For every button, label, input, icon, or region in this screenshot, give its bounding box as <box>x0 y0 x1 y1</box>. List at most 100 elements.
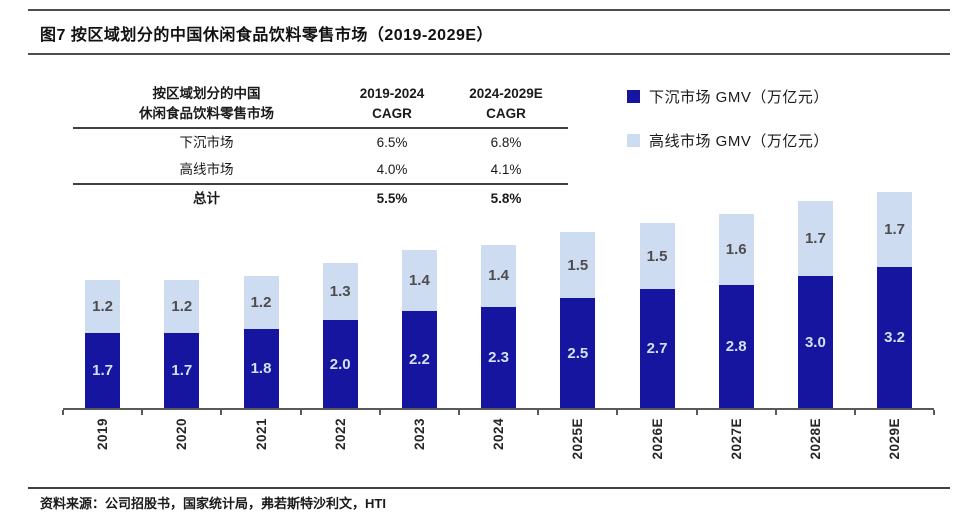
x-axis-label-text: 2024 <box>491 418 507 451</box>
x-axis-tick <box>616 410 619 415</box>
x-axis-label-text: 2027E <box>728 418 744 460</box>
bar-value-label: 1.6 <box>725 241 747 259</box>
legend-swatch-dark-blue <box>627 90 640 103</box>
bar-value-label: 1.5 <box>567 256 589 274</box>
bar-value-label: 1.2 <box>171 298 193 316</box>
row-label: 下沉市场 <box>179 135 234 151</box>
x-axis-tick <box>141 410 144 415</box>
x-axis-label-2023: 2023 <box>408 418 430 450</box>
bar-segment-sinking-2022: 2.0 <box>322 320 358 408</box>
title-divider-rule <box>28 53 950 55</box>
bar-value-label: 1.5 <box>646 247 668 265</box>
table-header-region: 按区域划分的中国 休闲食品饮料零售市场 <box>139 86 274 121</box>
x-axis-label-text: 2020 <box>174 418 190 451</box>
x-axis-label-text: 2025E <box>570 418 586 460</box>
x-axis-line <box>63 408 934 410</box>
bar-value-label: 3.0 <box>804 333 826 351</box>
x-axis-label-text: 2019 <box>95 418 111 451</box>
x-axis-tick <box>695 410 698 415</box>
table-row-total: 总计 5.5% 5.8% <box>73 185 568 213</box>
x-axis-label-2019: 2019 <box>92 418 114 450</box>
total-label: 总计 <box>193 191 220 207</box>
bar-segment-sinking-2024: 2.3 <box>481 306 517 408</box>
bar-segment-highline-2028E: 1.7 <box>797 201 833 276</box>
bar-value-label: 3.2 <box>884 329 906 347</box>
x-axis-tick <box>774 410 777 415</box>
legend-swatch-light-blue <box>627 134 640 147</box>
top-rule <box>28 9 950 11</box>
table-header-cagr-2019-2024: 2019-2024 CAGR <box>359 86 425 121</box>
x-axis-tick <box>62 410 64 415</box>
table-row-highline-market: 高线市场 4.0% 4.1% <box>73 157 568 186</box>
legend-item-highline-market: 高线市场 GMV（万亿元） <box>627 130 829 151</box>
bar-segment-sinking-2021: 1.8 <box>243 328 279 408</box>
bar-value-label: 2.3 <box>488 348 510 366</box>
bar-value-label: 1.7 <box>884 221 906 239</box>
bar-segment-sinking-2027E: 2.8 <box>718 284 754 408</box>
x-axis-label-2028E: 2028E <box>804 418 826 460</box>
source-note: 资料来源：公司招股书，国家统计局，弗若斯特沙利文，HTI <box>40 496 386 511</box>
bar-segment-highline-2023: 1.4 <box>401 249 437 312</box>
x-axis-label-2022: 2022 <box>329 418 351 450</box>
x-axis-label-2029E: 2029E <box>884 418 906 460</box>
bar-segment-sinking-2020: 1.7 <box>164 333 200 408</box>
x-axis-tick <box>299 410 302 415</box>
x-axis-label-text: 2023 <box>411 418 427 451</box>
chart-legend: 下沉市场 GMV（万亿元） 高线市场 GMV（万亿元） <box>627 86 829 174</box>
row-cagr2: 4.1% <box>490 162 522 178</box>
x-axis-label-2024: 2024 <box>488 418 510 450</box>
bar-value-label: 1.2 <box>92 298 114 316</box>
bar-segment-highline-2019: 1.2 <box>85 280 121 334</box>
total-cagr2: 5.8% <box>490 191 522 207</box>
x-axis-label-text: 2026E <box>649 418 665 460</box>
x-axis-tick <box>854 410 856 415</box>
table-header-cagr-2024-2029e: 2024-2029E CAGR <box>469 86 543 121</box>
bar-segment-sinking-2028E: 3.0 <box>797 276 833 408</box>
bar-segment-highline-2020: 1.2 <box>164 280 200 334</box>
bar-value-label: 2.2 <box>408 351 430 369</box>
bar-value-label: 1.4 <box>488 267 510 285</box>
bar-segment-highline-2022: 1.3 <box>322 262 358 320</box>
bar-segment-highline-2026E: 1.5 <box>639 223 675 290</box>
bar-segment-highline-2029E: 1.7 <box>877 192 913 268</box>
x-axis-tick <box>220 410 223 415</box>
row-cagr1: 6.5% <box>376 135 408 151</box>
cagr-table: 按区域划分的中国 休闲食品饮料零售市场 2019-2024 CAGR 2024-… <box>73 84 568 213</box>
x-axis-label-text: 2022 <box>332 418 348 451</box>
x-axis-label-text: 2028E <box>807 418 823 460</box>
bar-value-label: 2.7 <box>646 340 668 358</box>
x-axis-label-text: 2021 <box>253 418 269 451</box>
bar-value-label: 1.7 <box>171 362 193 380</box>
row-cagr1: 4.0% <box>376 162 408 178</box>
bar-value-label: 2.0 <box>329 355 351 373</box>
row-cagr2: 6.8% <box>490 135 522 151</box>
x-axis-label-2027E: 2027E <box>725 418 747 460</box>
x-axis-label-2026E: 2026E <box>646 418 668 460</box>
bar-segment-highline-2025E: 1.5 <box>560 232 596 298</box>
bar-value-label: 1.7 <box>92 362 114 380</box>
bar-segment-sinking-2029E: 3.2 <box>877 267 913 408</box>
bar-value-label: 2.5 <box>567 344 589 362</box>
x-axis-tick <box>378 410 381 415</box>
x-axis-tick <box>537 410 540 415</box>
bar-segment-highline-2021: 1.2 <box>243 276 279 329</box>
figure-title: 图7 按区域划分的中国休闲食品饮料零售市场（2019-2029E） <box>40 27 494 44</box>
bar-value-label: 1.7 <box>804 230 826 248</box>
bar-value-label: 1.2 <box>250 293 272 311</box>
bar-value-label: 1.8 <box>250 359 272 377</box>
bar-segment-sinking-2023: 2.2 <box>401 311 437 408</box>
bar-value-label: 1.3 <box>329 282 351 300</box>
x-axis-tick <box>458 410 460 415</box>
bar-segment-sinking-2019: 1.7 <box>85 333 121 408</box>
row-label: 高线市场 <box>179 162 234 178</box>
x-axis-label-text: 2029E <box>887 418 903 460</box>
bar-segment-highline-2027E: 1.6 <box>718 214 754 285</box>
x-axis-label-2021: 2021 <box>250 418 272 450</box>
table-header-row: 按区域划分的中国 休闲食品饮料零售市场 2019-2024 CAGR 2024-… <box>73 84 568 130</box>
bar-segment-highline-2024: 1.4 <box>481 245 517 307</box>
x-axis-label-2025E: 2025E <box>567 418 589 460</box>
bar-value-label: 2.8 <box>725 337 747 355</box>
footer-rule <box>28 487 950 489</box>
